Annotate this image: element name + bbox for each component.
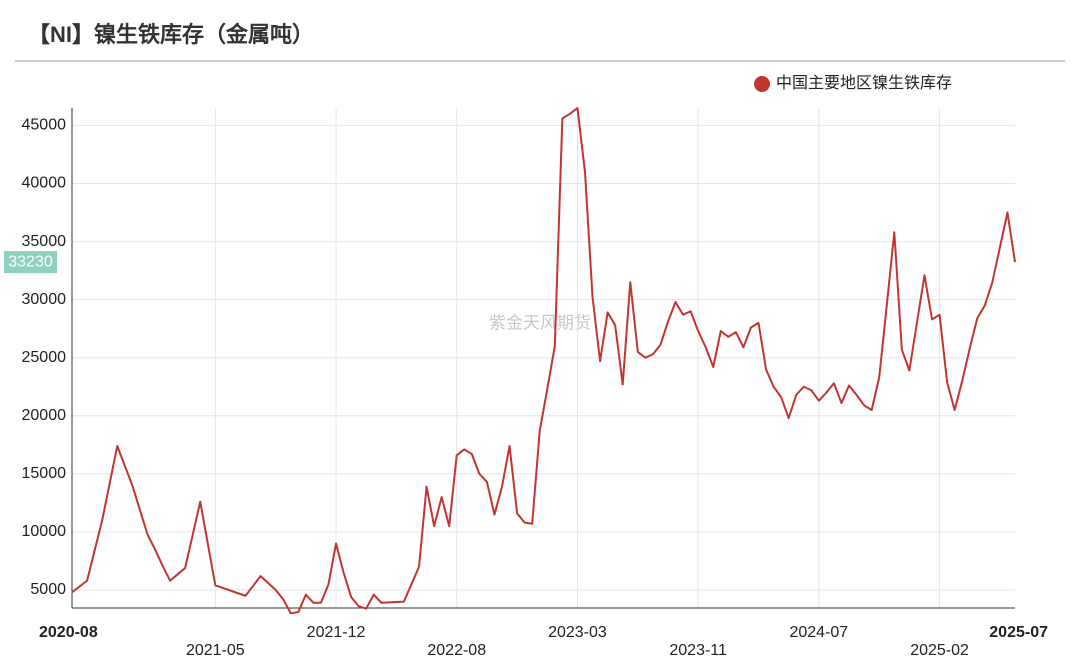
last-value-label: 33230 xyxy=(8,253,53,270)
x-tick-label: 2020-08 xyxy=(39,624,98,641)
x-tick-label: 2023-03 xyxy=(548,624,607,641)
x-tick-label: 2021-05 xyxy=(186,642,245,659)
y-tick-label: 15000 xyxy=(22,465,67,482)
series-line xyxy=(71,107,1016,615)
y-tick-label: 5000 xyxy=(30,581,66,598)
x-tick-label: 2023-11 xyxy=(669,642,727,659)
chart-title: 【NI】镍生铁库存（金属吨） xyxy=(28,22,314,47)
y-tick-label: 35000 xyxy=(22,233,67,250)
y-tick-label: 20000 xyxy=(22,407,67,424)
watermark: 紫金天风期货 xyxy=(489,313,591,332)
last-value-box xyxy=(4,251,57,274)
x-tick-label: 2022-08 xyxy=(427,642,486,659)
y-tick-label: 10000 xyxy=(22,523,67,540)
x-tick-label: 2025-02 xyxy=(910,642,969,659)
x-tick-label: 2021-12 xyxy=(307,624,366,641)
legend-label: 中国主要地区镍生铁库存 xyxy=(776,74,952,92)
x-tick-label: 2024-07 xyxy=(789,624,848,641)
y-tick-label: 45000 xyxy=(22,117,67,134)
y-tick-label: 40000 xyxy=(22,175,67,192)
y-tick-label: 25000 xyxy=(22,349,67,366)
legend-marker xyxy=(754,76,770,92)
y-tick-label: 30000 xyxy=(22,291,67,308)
x-tick-label: 2025-07 xyxy=(989,624,1048,641)
